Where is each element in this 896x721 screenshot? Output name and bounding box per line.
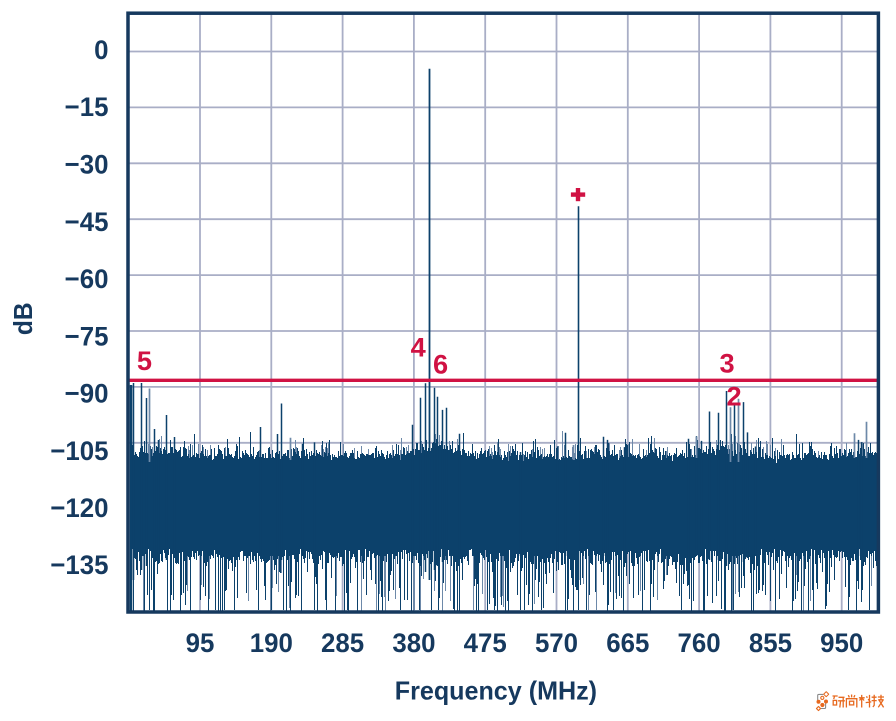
svg-text:950: 950 <box>820 628 863 659</box>
svg-text:−45: −45 <box>65 206 109 237</box>
svg-text:3: 3 <box>719 348 734 379</box>
svg-text:95: 95 <box>186 628 215 659</box>
svg-text:−30: −30 <box>65 149 109 180</box>
svg-text:dB: dB <box>10 302 39 335</box>
svg-text:−135: −135 <box>50 550 108 581</box>
svg-text:−90: −90 <box>65 378 109 409</box>
svg-text:380: 380 <box>392 628 435 659</box>
svg-text:665: 665 <box>606 628 649 659</box>
svg-text:855: 855 <box>749 628 792 659</box>
svg-text:−60: −60 <box>65 263 109 294</box>
svg-text:5: 5 <box>137 345 152 376</box>
svg-text:−105: −105 <box>50 435 108 466</box>
svg-text:0: 0 <box>94 34 108 65</box>
svg-text:2: 2 <box>726 381 741 412</box>
svg-text:285: 285 <box>321 628 364 659</box>
svg-text:6: 6 <box>433 349 448 380</box>
svg-text:4: 4 <box>411 331 426 362</box>
svg-text:190: 190 <box>250 628 293 659</box>
svg-text:475: 475 <box>464 628 507 659</box>
svg-text:−75: −75 <box>65 321 109 352</box>
svg-text:760: 760 <box>678 628 721 659</box>
svg-text:−120: −120 <box>50 492 108 523</box>
svg-text:570: 570 <box>535 628 578 659</box>
svg-text:Frequency (MHz): Frequency (MHz) <box>395 678 597 706</box>
svg-text:−15: −15 <box>65 92 109 123</box>
